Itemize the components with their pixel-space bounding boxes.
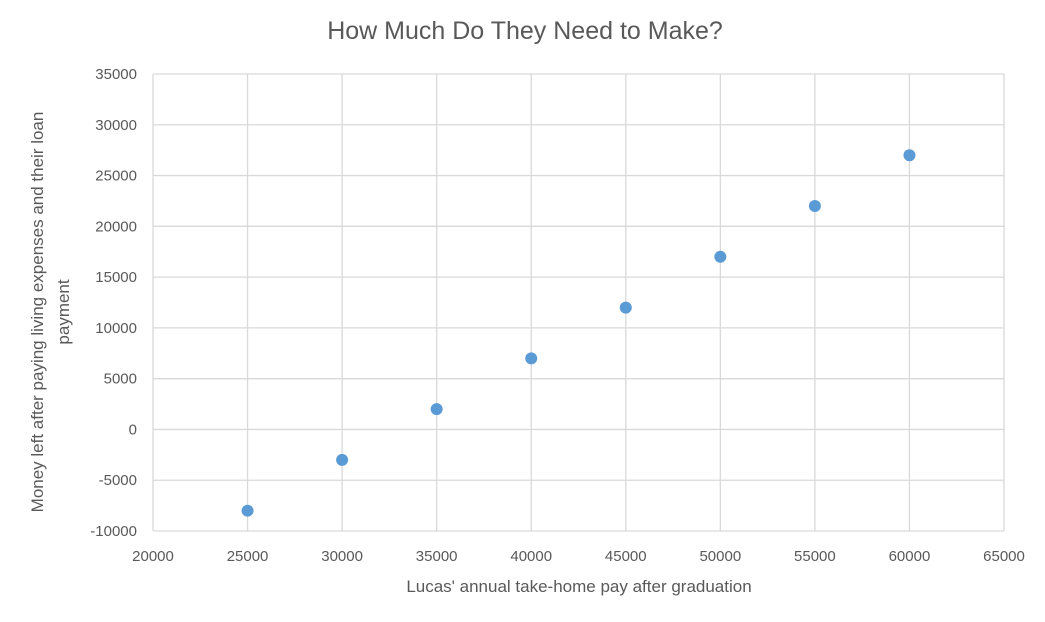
y-tick-label-10000: 10000 [95, 320, 137, 337]
x-tick-label-35000: 35000 [416, 548, 458, 565]
data-point-0-5 [714, 250, 727, 263]
x-axis-tick-labels: 20000 25000 30000 35000 40000 45000 50000 55000… [132, 548, 1025, 565]
data-point-0-3 [525, 352, 538, 365]
y-tick-label-35000: 35000 [95, 66, 137, 83]
y-axis-tick-labels: -10000 -5000 0 5000 10000 15000 20000 25000 3000… [90, 66, 137, 540]
y-tick-label--5000: -5000 [99, 472, 137, 489]
data-points [241, 149, 916, 517]
y-axis-title-line-2: payment [54, 279, 73, 344]
y-axis-title-line-1: Money left after paying living expenses … [28, 112, 47, 513]
x-tick-label-45000: 45000 [605, 548, 647, 565]
data-point-0-7 [903, 149, 916, 162]
vertical-gridlines [152, 74, 1005, 531]
y-tick-label-0: 0 [129, 421, 137, 438]
y-tick-label-30000: 30000 [95, 117, 137, 134]
x-axis-title: Lucas' annual take-home pay after gradua… [406, 577, 751, 596]
y-axis-title: Money left after paying living expenses … [28, 112, 73, 513]
x-tick-label-20000: 20000 [132, 548, 174, 565]
data-point-0-0 [241, 504, 254, 517]
x-tick-label-30000: 30000 [321, 548, 363, 565]
data-point-0-1 [336, 453, 349, 466]
horizontal-gridlines [153, 73, 1004, 532]
y-tick-label-15000: 15000 [95, 269, 137, 286]
data-point-0-4 [619, 301, 632, 314]
data-point-0-6 [808, 200, 821, 213]
y-tick-label--10000: -10000 [90, 523, 137, 540]
x-tick-label-40000: 40000 [510, 548, 552, 565]
x-tick-label-50000: 50000 [699, 548, 741, 565]
x-tick-label-65000: 65000 [983, 548, 1025, 565]
y-tick-label-20000: 20000 [95, 218, 137, 235]
x-tick-label-55000: 55000 [794, 548, 836, 565]
x-tick-label-25000: 25000 [227, 548, 269, 565]
chart-title: How Much Do They Need to Make? [327, 17, 723, 45]
x-tick-label-60000: 60000 [889, 548, 931, 565]
y-tick-label-25000: 25000 [95, 168, 137, 185]
data-point-0-2 [430, 403, 443, 416]
y-tick-label-5000: 5000 [104, 371, 137, 388]
